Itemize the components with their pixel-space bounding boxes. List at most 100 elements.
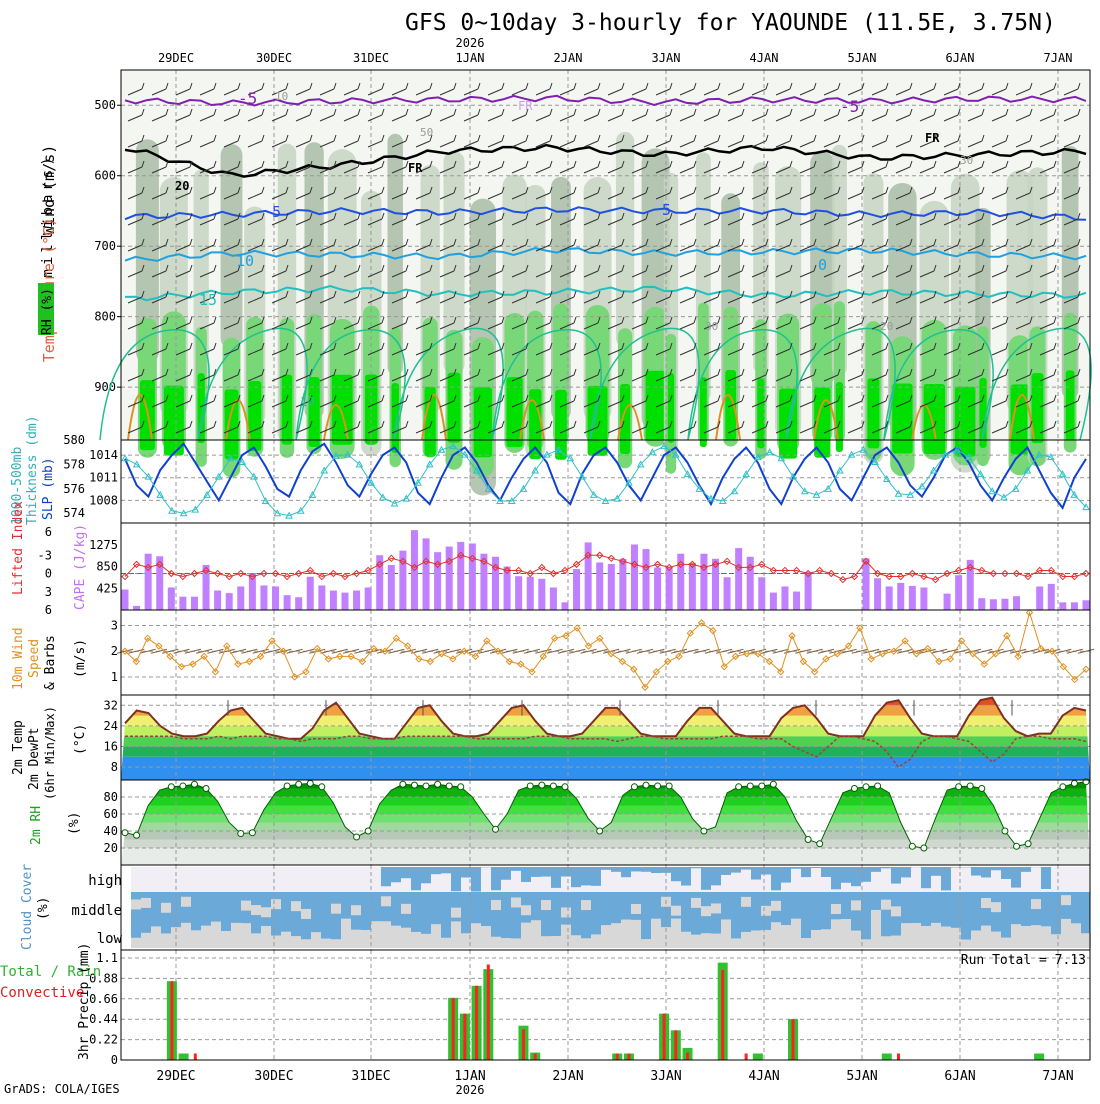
- low-cloud-cell: [601, 925, 611, 948]
- rh-point: [319, 784, 325, 790]
- bottom-day-label: 4JAN: [748, 1069, 779, 1084]
- high-cloud-cell: [831, 867, 841, 889]
- rh-layer-shade: [924, 384, 945, 454]
- low-cloud-cell: [671, 919, 681, 948]
- slp-axis-label: SLP (mb): [41, 457, 56, 520]
- pressure-tick-label: 800: [94, 310, 116, 324]
- low-cloud-cell: [501, 938, 511, 948]
- rh-color-band: [121, 814, 1090, 823]
- rh-tick-label: 40: [104, 824, 118, 838]
- panels-layer: 29DEC29DEC30DEC30DEC31DEC31DEC1JAN1JAN2J…: [0, 36, 1100, 1097]
- wind-tick-label: 3: [111, 618, 118, 632]
- cape-bar: [1001, 599, 1008, 610]
- low-cloud-cell: [621, 919, 631, 948]
- rh-point: [365, 828, 371, 834]
- low-cloud-cell: [921, 926, 931, 948]
- wind-axis-label-3: & Barbs: [43, 635, 58, 690]
- high-cloud-cell: [651, 867, 661, 873]
- middle-cloud-cell: [491, 900, 501, 910]
- precip-convective-bar: [487, 964, 490, 1060]
- slp-tick-label: 1011: [89, 471, 118, 485]
- high-cloud-cell: [601, 867, 611, 870]
- middle-cloud-cell: [181, 897, 191, 907]
- slp-ylabel-right: SLP (mb): [41, 457, 56, 520]
- high-cloud-cell: [731, 867, 741, 873]
- rh-unit-label: (%): [67, 812, 82, 835]
- high-cloud-cell: [521, 867, 531, 882]
- top-day-label: 2JAN: [554, 51, 583, 65]
- cape-bar: [1036, 586, 1043, 610]
- rh-color-band: [121, 840, 1090, 849]
- temp-tick-label: 24: [104, 719, 118, 733]
- temp-color-band: [121, 705, 1090, 715]
- low-cloud-cell: [251, 933, 261, 948]
- cape-bar: [1083, 600, 1090, 610]
- low-cloud-cell: [281, 932, 291, 948]
- precip-convective-bar: [463, 1014, 466, 1060]
- precip-ylabel: 3hr Precip (mm): [77, 943, 92, 1060]
- rh-point: [631, 784, 637, 790]
- cape-bar: [237, 586, 244, 610]
- cape-bar: [863, 558, 870, 610]
- temp-ylabel: 2m Temp: [11, 720, 26, 775]
- rh-point: [423, 783, 429, 789]
- temp-color-band: [121, 736, 1090, 746]
- bottom-day-label: 7JAN: [1042, 1069, 1073, 1084]
- rh-ylabel: 2m RH: [29, 806, 44, 845]
- cape-bar: [469, 543, 476, 610]
- low-cloud-cell: [421, 934, 431, 948]
- credit-label: GrADS: COLA/IGES: [4, 1082, 120, 1096]
- cape-bar: [978, 598, 985, 610]
- wind-ylabel-3: & Barbs: [43, 635, 58, 690]
- rh-ylabel-2: (%): [67, 812, 82, 835]
- rh-point: [527, 783, 533, 789]
- low-cloud-cell: [1011, 924, 1021, 948]
- low-cloud-cell: [631, 920, 641, 948]
- rh-point: [284, 783, 290, 789]
- middle-cloud-cell: [881, 900, 891, 910]
- low-cloud-cell: [271, 935, 281, 948]
- high-cloud-cell: [581, 867, 591, 885]
- rh-point: [493, 826, 499, 832]
- cape-bar: [770, 593, 777, 610]
- rh-point: [863, 784, 869, 790]
- low-cloud-cell: [1041, 926, 1051, 948]
- bottom-day-label: 6JAN: [944, 1069, 975, 1084]
- rh-point: [180, 783, 186, 789]
- cape-bar: [758, 577, 765, 610]
- low-cloud-cell: [431, 924, 441, 948]
- cloud-ylabel: Cloud Cover: [20, 864, 35, 950]
- bottom-year-label: 2026: [456, 1083, 485, 1097]
- cape-bar: [527, 577, 534, 610]
- high-cloud-cell: [871, 867, 881, 872]
- low-cloud-cell: [471, 923, 481, 948]
- low-cloud-cell: [391, 926, 401, 948]
- wind-axis-label: 10m Wind: [11, 627, 26, 690]
- precip-tick-label: 0.66: [89, 992, 118, 1006]
- low-cloud-cell: [291, 936, 301, 948]
- low-cloud-cell: [481, 926, 491, 948]
- contour-label: 30: [960, 154, 973, 167]
- cape-bar: [805, 572, 812, 610]
- cape-bar: [573, 569, 580, 610]
- high-cloud-cell: [561, 867, 571, 877]
- rh-point: [354, 834, 360, 840]
- middle-cloud-cell: [771, 901, 781, 911]
- cape-bar: [886, 586, 893, 610]
- cape-bar: [897, 583, 904, 610]
- rh-point: [539, 782, 545, 788]
- low-cloud-cell: [901, 923, 911, 948]
- cape-bar: [353, 591, 360, 610]
- contour-label: 15: [199, 291, 217, 309]
- rh-color-band: [121, 831, 1090, 840]
- low-cloud-cell: [571, 935, 581, 948]
- middle-cloud-cell: [891, 906, 901, 916]
- high-cloud-cell: [491, 867, 501, 890]
- cape-ylabel: CAPE (J/kg): [73, 524, 88, 610]
- lifted-index-axis-label: Lifted Index: [11, 501, 26, 595]
- precip-convective-bar: [194, 1054, 197, 1060]
- li-tick-label: 6: [45, 603, 52, 617]
- precip-convective-bar: [475, 986, 478, 1060]
